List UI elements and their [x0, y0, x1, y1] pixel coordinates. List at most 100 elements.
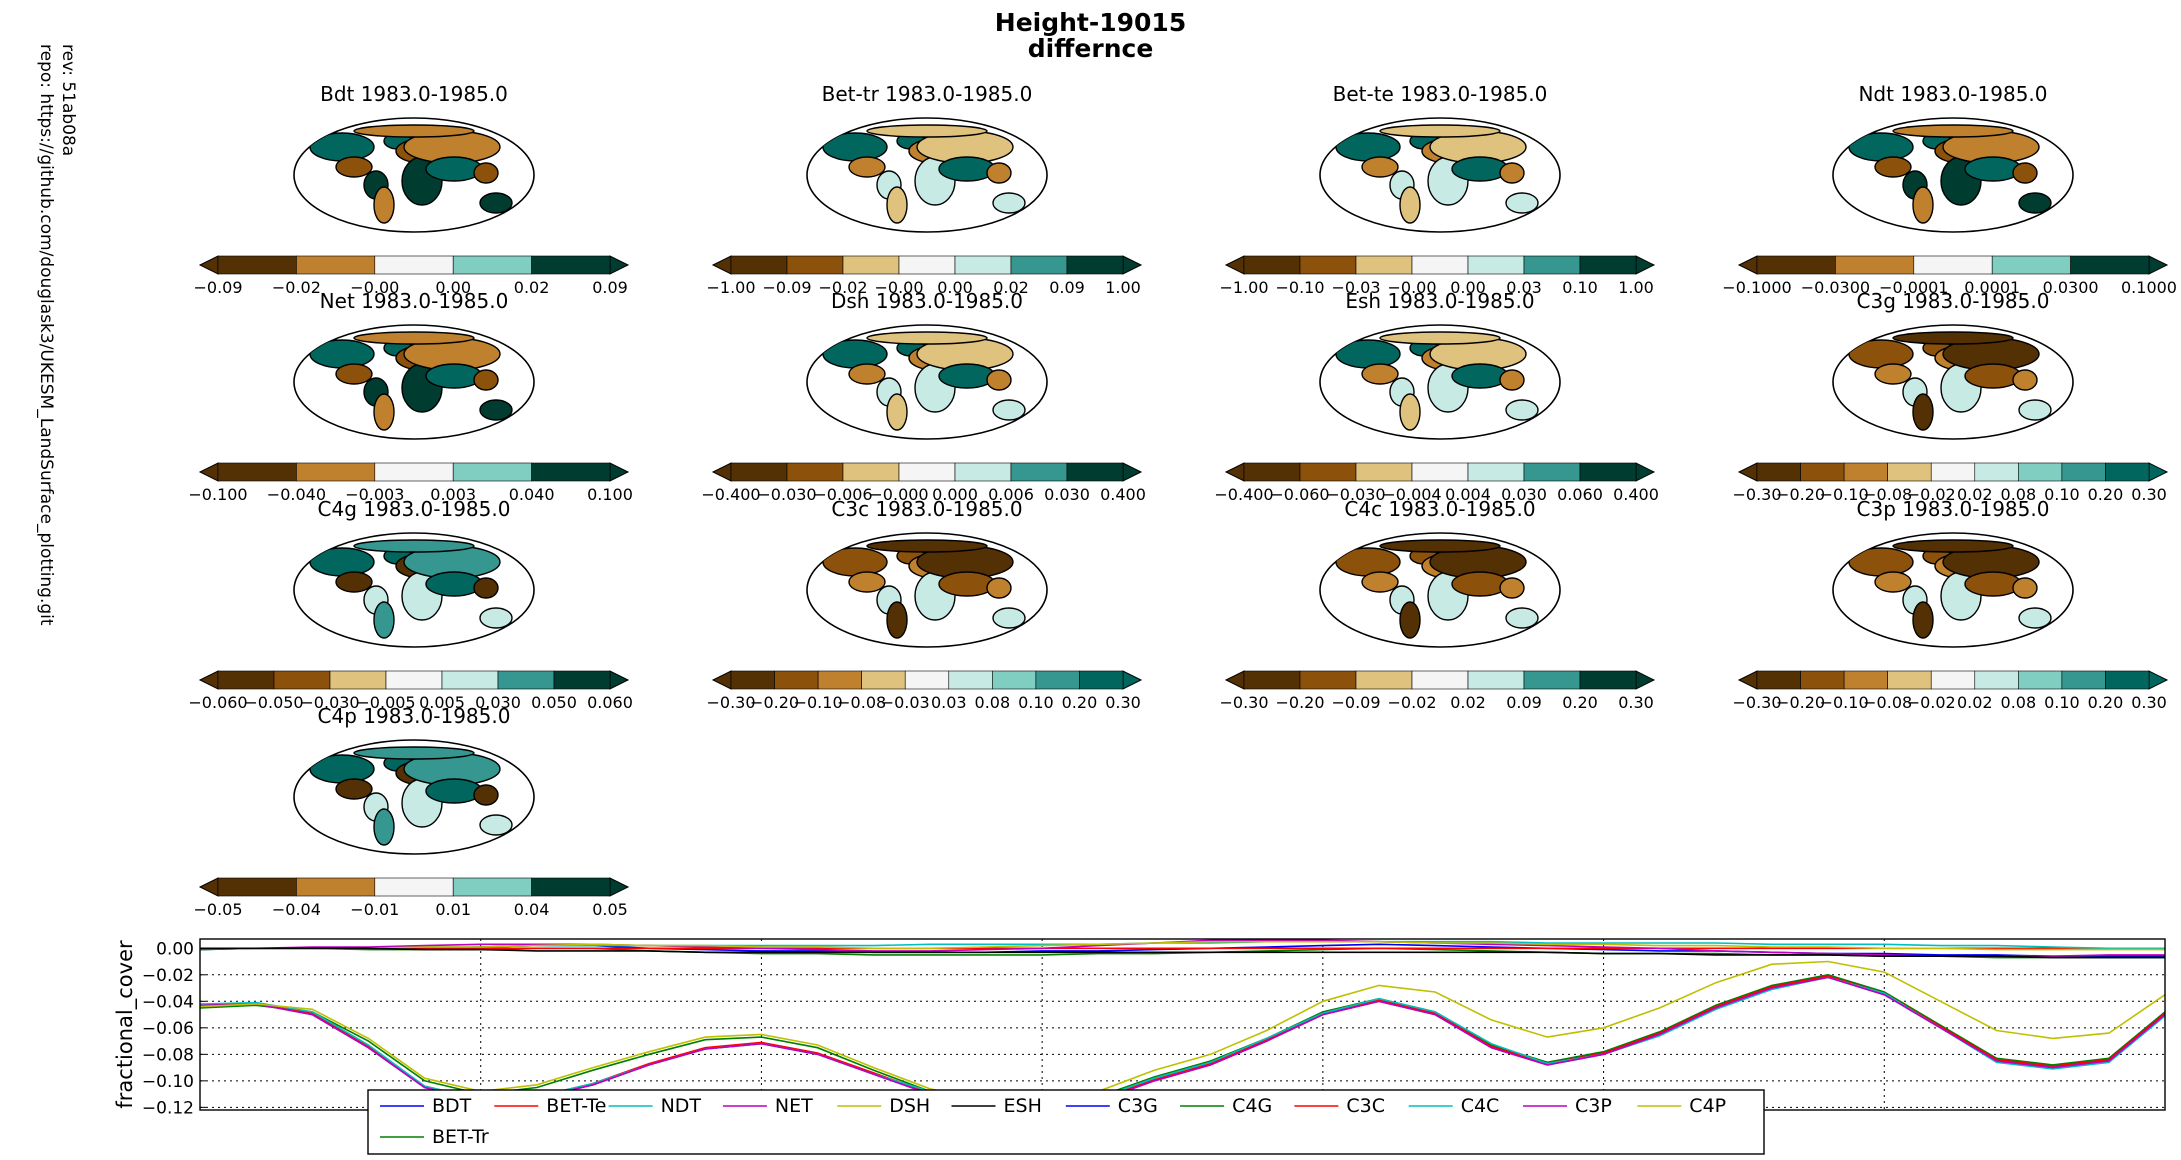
map-title: Bet-tr 1983.0-1985.0: [822, 82, 1033, 106]
colorbar-tick-label: 0.400: [1100, 485, 1146, 504]
land-mass: [1379, 539, 1501, 553]
colorbar-segment: [1355, 255, 1413, 275]
colorbar-segment: [452, 877, 532, 897]
figure-title: Height-19015: [994, 8, 1187, 37]
map-panel: Bet-tr 1983.0-1985.0 −1.00 −0.09 −0.02 −0.00…: [706, 82, 1143, 297]
y-tick-label: 0.00: [156, 939, 194, 959]
map-panel: Bet-te 1983.0-1985.0 −1.00 −0.10 −0.03 −0.00…: [1219, 82, 1656, 297]
colorbar-tick-label: −0.09: [1331, 693, 1380, 712]
land-mass: [886, 393, 908, 431]
colorbar-tick-label: −0.30: [706, 693, 755, 712]
colorbar-tick-label: −0.030: [1326, 485, 1385, 504]
timeseries-panel: 0.00 −0.02 −0.04 −0.06 −0.08 −0.10 −0.12fracti…: [113, 938, 2166, 1155]
legend-label: C4C: [1461, 1095, 1500, 1117]
colorbar-segment: [1066, 255, 1124, 275]
colorbar-tick-label: 0.0001: [1964, 278, 2020, 297]
colorbar-tick-label: 0.30: [1105, 693, 1141, 712]
colorbar-segment: [296, 877, 376, 897]
colorbar-segment: [374, 877, 454, 897]
land-mass: [2018, 399, 2052, 421]
colorbar-tick-label: 0.09: [1506, 693, 1542, 712]
colorbar-max-extend: [2148, 670, 2169, 690]
land-mass: [1848, 339, 1914, 369]
colorbar: −1.00 −0.09 −0.02 −0.00 0.00 0.02 0.09 1.00: [706, 255, 1143, 297]
map-panel: C4c 1983.0-1985.0 −0.30 −0.20 −0.09 −0.02 0.0…: [1219, 497, 1656, 712]
colorbar-tick-label: −0.10: [1820, 485, 1869, 504]
colorbar-tick-label: 0.005: [419, 693, 465, 712]
colorbar-segment: [452, 255, 532, 275]
land-mass: [373, 393, 395, 431]
land-mass: [335, 571, 373, 593]
legend-label: C4G: [1232, 1095, 1272, 1117]
map-panel: Dsh 1983.0-1985.0 −0.400−0.030−0.006−0.00…: [701, 289, 1146, 504]
land-masses: [1848, 539, 2052, 639]
land-mass: [848, 363, 886, 385]
colorbar-tick-label: 0.20: [1062, 693, 1098, 712]
colorbar-tick-label: 0.00: [1450, 278, 1486, 297]
land-masses: [309, 331, 513, 431]
legend-box: [367, 1089, 1765, 1155]
colorbar: −0.400−0.030−0.006−0.000 0.000 0.006 0.030 0…: [701, 462, 1146, 504]
colorbar-tick-label: −0.400: [701, 485, 760, 504]
series-line: [200, 947, 2165, 959]
land-mass: [1361, 156, 1399, 178]
colorbar-segment: [1756, 462, 1801, 482]
land-mass: [822, 132, 888, 162]
colorbar-max-extend: [1635, 255, 1656, 275]
colorbar-segment: [730, 670, 775, 690]
colorbar-tick-label: 1.00: [1618, 278, 1654, 297]
colorbar-tick-label: 0.02: [1957, 485, 1993, 504]
colorbar-segment: [385, 670, 443, 690]
colorbar-segment: [1355, 670, 1413, 690]
land-mass: [335, 156, 373, 178]
land-mass: [1964, 156, 2022, 182]
colorbar-tick-label: 0.10: [1018, 693, 1054, 712]
colorbar-segment: [1355, 462, 1413, 482]
colorbar-tick-label: 0.09: [592, 278, 628, 297]
colorbar-tick-label: −0.09: [762, 278, 811, 297]
colorbar-tick-label: 0.02: [993, 278, 1029, 297]
land-mass: [992, 192, 1026, 214]
map-panel: C3c 1983.0-1985.0 −0.30−0.20−0.10−0.08−0.…: [706, 497, 1143, 712]
colorbar-segment: [1010, 255, 1068, 275]
colorbar-tick-label: 0.30: [1618, 693, 1654, 712]
land-mass: [1874, 156, 1912, 178]
colorbar-segment: [1800, 462, 1845, 482]
colorbar-segment: [786, 255, 844, 275]
legend-label: C3P: [1575, 1095, 1612, 1117]
land-mass: [1399, 186, 1421, 224]
land-mass: [1399, 601, 1421, 639]
colorbar-segment: [441, 670, 499, 690]
colorbar-tick-label: −0.20: [1776, 693, 1825, 712]
colorbar-tick-label: 0.030: [1044, 485, 1090, 504]
colorbar-segment: [296, 462, 376, 482]
colorbar-tick-label: −0.08: [837, 693, 886, 712]
colorbar-segment: [1411, 670, 1469, 690]
colorbar-tick-label: 0.20: [2088, 485, 2124, 504]
colorbar-tick-label: 0.03: [1506, 278, 1542, 297]
colorbar-tick-label: −0.10: [794, 693, 843, 712]
colorbar-segment: [2018, 462, 2063, 482]
land-mass: [822, 547, 888, 577]
colorbar: −0.05 −0.04 −0.01 0.01 0.04 0.05: [193, 877, 630, 919]
land-mass: [848, 156, 886, 178]
legend-label: C3G: [1118, 1095, 1158, 1117]
colorbar-min-extend: [198, 462, 219, 482]
colorbar: −0.30 −0.20 −0.09 −0.02 0.02 0.09 0.20 0.30: [1219, 670, 1656, 712]
map-title: C4p 1983.0-1985.0: [318, 704, 511, 728]
map-title: Bdt 1983.0-1985.0: [320, 82, 508, 106]
legend-label: ESH: [1004, 1095, 1042, 1117]
colorbar-segment: [217, 877, 297, 897]
colorbar-segment: [1579, 462, 1637, 482]
land-masses: [1848, 124, 2052, 224]
land-mass: [425, 571, 483, 597]
land-mass: [309, 547, 375, 577]
colorbar-segment: [497, 670, 555, 690]
colorbar-segment: [1299, 255, 1357, 275]
colorbar-segment: [842, 255, 900, 275]
colorbar-tick-label: −0.20: [1275, 693, 1324, 712]
colorbar-tick-label: −0.20: [750, 693, 799, 712]
colorbar-min-extend: [1224, 462, 1245, 482]
colorbar-min-extend: [1224, 255, 1245, 275]
land-mass: [2018, 607, 2052, 629]
